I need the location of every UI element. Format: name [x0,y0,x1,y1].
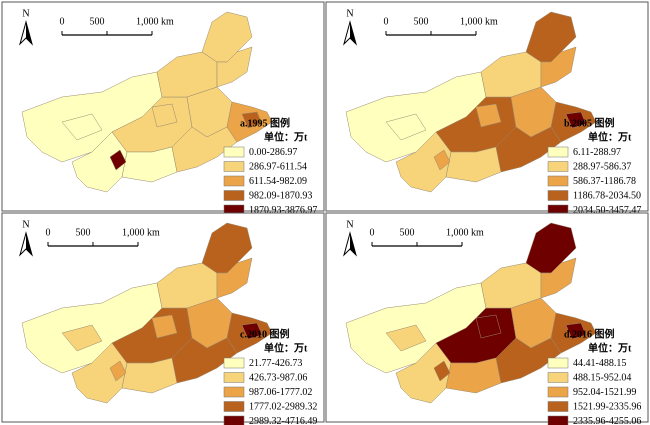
legend-label: 2335.96-4255.06 [573,416,641,425]
north-arrow-half [26,233,32,255]
scale-label: 0 [46,227,51,238]
legend-swatch [547,372,569,383]
legend-label: 1870.93-3876.97 [249,205,317,216]
legend-swatch [547,161,569,172]
legend-label: 1186.78-2034.50 [573,190,641,201]
legend-label: 987.06-1777.02 [249,387,312,398]
legend-label: 1777.02-2989.32 [249,401,317,412]
region [151,314,178,339]
scale-label: 1,000 km [136,16,174,27]
legend-swatch [547,401,569,412]
region [241,111,263,129]
legend-label: 6.11-288.97 [573,147,621,158]
scale-label: 1,000 km [446,227,484,238]
legend-label: 2989.32-4716.49 [249,416,317,425]
legend-label: 0.00-286.97 [249,147,297,158]
north-arrow-half [26,22,32,44]
legend-swatch [223,161,245,172]
scale-label: 500 [76,227,91,238]
region [61,113,103,141]
region [109,360,127,382]
region [475,103,502,128]
legend-unit: 单位：万t [588,130,632,143]
legend-swatch [547,175,569,187]
region [540,46,577,88]
legend-title: b.2005 图例 [564,116,615,129]
north-label: N [346,8,353,19]
legend-unit: 单位：万t [588,341,632,354]
north-label: N [346,219,353,230]
region [385,113,427,141]
region [385,324,427,352]
region [61,324,103,352]
region [565,111,587,129]
region [216,257,253,299]
legend-label: 426.73-987.06 [249,372,307,383]
scale-label: 0 [60,16,65,27]
north-arrow-half [350,22,356,44]
legend-swatch [547,146,569,158]
legend-label: 488.15-952.04 [573,372,631,383]
legend-label: 982.09-1870.93 [249,190,312,201]
legend-swatch [223,415,245,425]
region [565,322,587,340]
region [433,360,451,382]
legend-label: 611.54-982.09 [249,176,307,187]
scale-label: 0 [384,16,389,27]
region [475,314,502,339]
legend-unit: 单位：万t [264,341,308,354]
region [241,322,263,340]
legend-swatch [223,401,245,412]
legend-label: 952.04-1521.99 [573,387,636,398]
legend-swatch [547,386,569,398]
legend-swatch [223,146,245,158]
legend-title: d.2016 图例 [564,327,615,340]
legend-label: 2034.50-3457.47 [573,205,641,216]
legend-swatch [223,386,245,398]
legend-label: 586.37-1186.78 [573,176,636,187]
scale-label: 500 [400,227,415,238]
region [109,149,127,171]
north-label: N [22,219,29,230]
legend-swatch [547,190,569,201]
scale-label: 0 [370,227,375,238]
north-arrow-half [350,233,356,255]
legend-label: 21.77-426.73 [249,358,302,369]
region [433,149,451,171]
region [151,103,178,128]
legend-swatch [223,372,245,383]
scale-label: 500 [414,16,429,27]
legend-label: 1521.99-2335.96 [573,401,641,412]
legend-swatch [223,357,245,369]
legend-title: c.2010 图例 [240,327,289,340]
legend-swatch [547,415,569,425]
legend-label: 44.41-488.15 [573,358,626,369]
scale-label: 1,000 km [122,227,160,238]
legend-title: a.1995 图例 [240,116,290,129]
legend-swatch [223,175,245,187]
north-label: N [22,8,29,19]
region [540,257,577,299]
legend-swatch [547,357,569,369]
legend-label: 286.97-611.54 [249,161,307,172]
legend-swatch [223,190,245,201]
region [216,46,253,88]
legend-label: 288.97-586.37 [573,161,631,172]
legend-unit: 单位：万t [264,130,308,143]
scale-label: 500 [90,16,105,27]
scale-label: 1,000 km [460,16,498,27]
